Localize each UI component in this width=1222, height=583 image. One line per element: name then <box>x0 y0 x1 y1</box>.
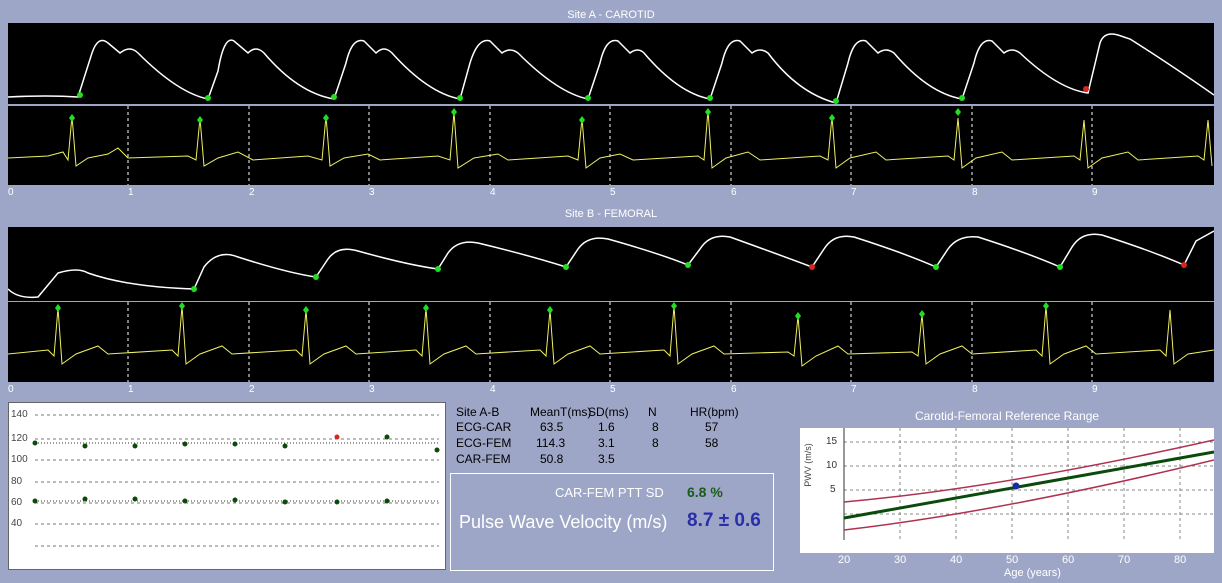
reference-x-label: Age (years) <box>1004 567 1061 579</box>
femoral-foot-markers <box>191 262 1187 292</box>
transit-time-trend-plot[interactable]: 140 120 100 80 60 40 <box>8 402 446 570</box>
reference-y-label: PWV (m/s) <box>802 443 813 487</box>
carotid-foot-markers <box>77 86 1089 104</box>
carotid-pressure-panel[interactable] <box>7 23 1215 104</box>
site-a-title: Site A - CAROTID <box>567 9 655 21</box>
carotid-ecg-panel[interactable] <box>7 106 1214 185</box>
pwv-value: 8.7 ± 0.6 <box>687 510 761 531</box>
pwv-result-box: CAR-FEM PTT SD 6.8 % Pulse Wave Velocity… <box>450 473 774 571</box>
reference-chart-title: Carotid-Femoral Reference Range <box>914 409 1100 423</box>
ptt-sd-value: 6.8 % <box>687 484 723 500</box>
pwv-label: Pulse Wave Velocity (m/s) <box>459 512 668 532</box>
femoral-pressure-panel[interactable] <box>7 227 1215 301</box>
femoral-ecg-panel[interactable] <box>7 302 1215 382</box>
ptt-sd-label: CAR-FEM PTT SD <box>555 485 664 500</box>
reference-range-chart[interactable]: 15 10 5 PWV (m/s) <box>800 428 1214 553</box>
site-b-title: Site B - FEMORAL <box>564 208 658 220</box>
